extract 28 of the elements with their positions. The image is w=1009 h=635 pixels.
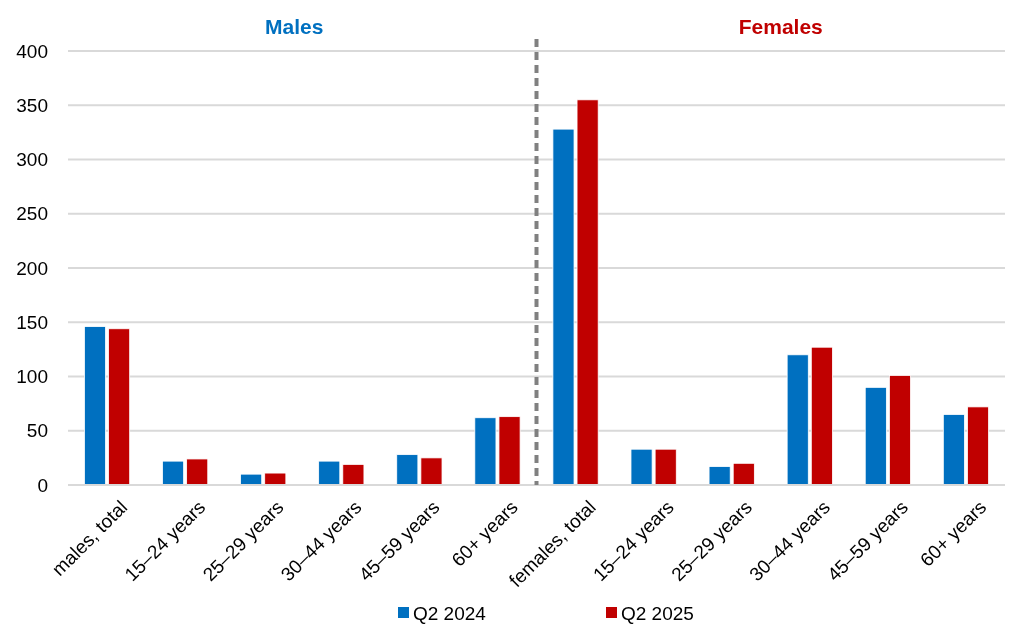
bar: [264, 472, 287, 486]
legend-label: Q2 2024: [413, 603, 487, 624]
bar: [810, 346, 833, 486]
y-tick-label: 400: [16, 40, 48, 62]
bar: [84, 326, 106, 486]
text: Females: [738, 15, 823, 38]
y-tick-label: 150: [16, 311, 48, 333]
bar: [708, 466, 731, 486]
bar: [942, 414, 965, 486]
text: Males: [265, 15, 324, 38]
y-tick-label: 0: [37, 474, 48, 496]
y-tick-label: 200: [16, 257, 48, 279]
bar: [967, 406, 989, 486]
bar: [186, 458, 209, 486]
bar: [318, 460, 341, 486]
bar: [108, 328, 131, 486]
bar: [162, 460, 185, 486]
legend-label: Q2 2025: [621, 603, 694, 624]
bar: [342, 463, 365, 486]
y-tick-label: 300: [16, 149, 48, 171]
y-tick-label: 250: [16, 203, 48, 225]
bar: [786, 354, 809, 486]
y-tick-label: 350: [16, 94, 48, 116]
bar: [864, 386, 887, 486]
bar: [888, 375, 911, 486]
bar: [732, 462, 755, 486]
y-tick-label: 50: [26, 420, 48, 442]
y-tick-label: 100: [16, 366, 48, 388]
